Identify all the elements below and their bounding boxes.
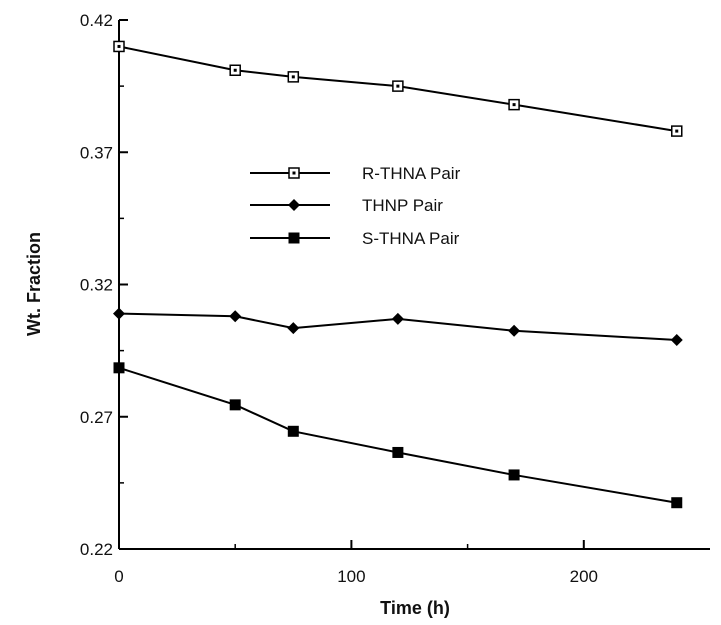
data-point xyxy=(670,334,683,347)
y-tick-label: 0.22 xyxy=(80,540,113,559)
legend-marker xyxy=(288,232,300,244)
y-axis-title: Wt. Fraction xyxy=(24,232,44,336)
legend-label: S-THNA Pair xyxy=(362,229,460,248)
data-point xyxy=(508,469,520,481)
data-point xyxy=(287,322,300,335)
x-tick-label: 200 xyxy=(570,567,598,586)
data-point xyxy=(392,80,404,92)
legend-marker xyxy=(288,199,300,211)
data-point xyxy=(113,40,125,53)
data-point xyxy=(229,310,242,323)
legend-item: S-THNA Pair xyxy=(250,229,460,248)
data-point xyxy=(287,71,300,83)
series-line xyxy=(118,45,677,133)
legend-item: THNP Pair xyxy=(250,196,443,215)
x-ticks: 0 100 200 xyxy=(114,540,598,586)
series-1 xyxy=(113,40,683,137)
data-point xyxy=(113,362,125,374)
data-point xyxy=(391,312,404,325)
series-2 xyxy=(113,307,683,347)
y-tick-label: 0.32 xyxy=(80,276,113,295)
series-line xyxy=(118,366,677,504)
y-tick-label: 0.42 xyxy=(80,11,113,30)
legend-label: THNP Pair xyxy=(362,196,443,215)
y-tick-label: 0.27 xyxy=(80,408,113,427)
legend-marker xyxy=(288,167,300,179)
x-axis-title: Time (h) xyxy=(380,598,450,618)
legend-label: R-THNA Pair xyxy=(362,164,461,183)
legend: R-THNA Pair THNP Pair S-THNA Pair xyxy=(250,164,461,248)
plot-frame xyxy=(118,20,710,550)
series-line xyxy=(118,312,677,342)
data-point xyxy=(392,446,404,458)
y-ticks: 0.22 0.27 0.32 0.37 0.42 xyxy=(80,11,128,559)
series-3 xyxy=(113,362,683,509)
data-series xyxy=(113,40,683,509)
x-tick-label: 0 xyxy=(114,567,123,586)
data-point xyxy=(229,64,241,77)
data-point xyxy=(508,324,521,337)
data-point xyxy=(671,125,683,137)
data-point xyxy=(113,307,125,320)
legend-item: R-THNA Pair xyxy=(250,164,461,183)
x-tick-label: 100 xyxy=(337,567,365,586)
data-point xyxy=(229,399,241,411)
data-point xyxy=(508,98,520,111)
data-point xyxy=(287,425,299,437)
y-tick-label: 0.37 xyxy=(80,143,113,162)
data-point xyxy=(671,497,683,509)
